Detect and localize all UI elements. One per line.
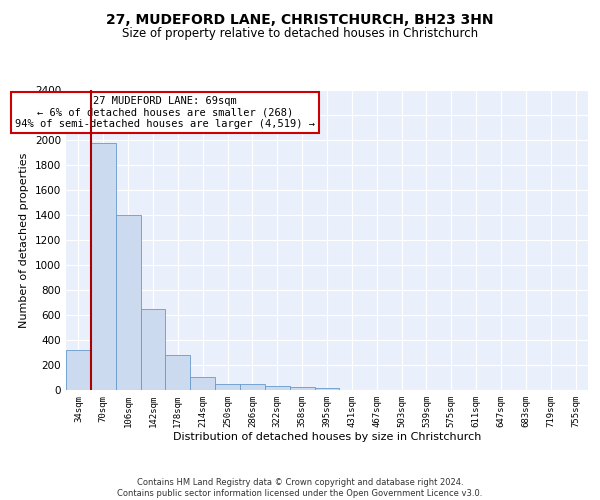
Bar [91,142,116,390]
Bar [290,387,314,390]
Bar [116,215,140,390]
Text: 27, MUDEFORD LANE, CHRISTCHURCH, BH23 3HN: 27, MUDEFORD LANE, CHRISTCHURCH, BH23 3H… [106,12,494,26]
Text: 27 MUDEFORD LANE: 69sqm
← 6% of detached houses are smaller (268)
94% of semi-de: 27 MUDEFORD LANE: 69sqm ← 6% of detached… [15,96,315,129]
Bar [140,308,166,390]
Text: Distribution of detached houses by size in Christchurch: Distribution of detached houses by size … [173,432,481,442]
Bar [66,350,91,390]
Bar [166,355,190,390]
Bar [314,388,340,390]
Text: Contains HM Land Registry data © Crown copyright and database right 2024.
Contai: Contains HM Land Registry data © Crown c… [118,478,482,498]
Bar [215,384,240,390]
Bar [265,386,290,390]
Y-axis label: Number of detached properties: Number of detached properties [19,152,29,328]
Text: Size of property relative to detached houses in Christchurch: Size of property relative to detached ho… [122,28,478,40]
Bar [190,377,215,390]
Bar [240,384,265,390]
